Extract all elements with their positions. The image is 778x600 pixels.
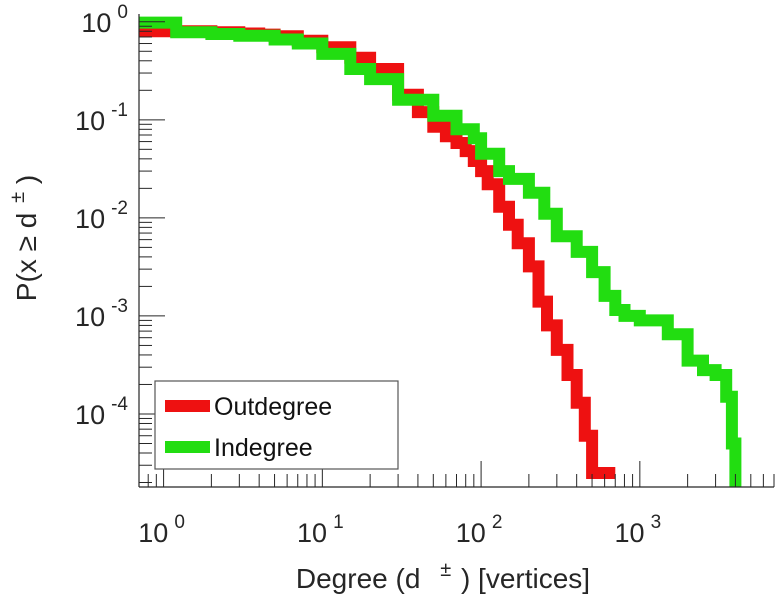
- series-layer: [139, 16, 742, 487]
- y-tick-label: 10 0: [81, 2, 128, 38]
- y-axis-title: P(x ≥ d ± ): [0, 175, 42, 301]
- y-tick-label: 10 -4: [75, 394, 128, 430]
- x-tick-label-base: 10: [456, 518, 486, 548]
- x-tick-label: 10 0: [138, 512, 185, 548]
- y-tick-label: 10 -3: [75, 296, 128, 332]
- x-axis-title-sup: ±: [440, 559, 451, 581]
- x-tick-label-base: 10: [615, 518, 645, 548]
- x-axis-title-rest: ) [vertices]: [461, 563, 590, 594]
- x-tick-label-exp: 0: [174, 512, 185, 533]
- x-axis-title: Degree (d ± ) [vertices]: [296, 551, 590, 594]
- y-tick-labels: 10 0 10 -1 10 -2 10 -3 10 -4: [75, 2, 128, 430]
- y-tick-label-exp: -1: [111, 100, 128, 121]
- y-tick-label-base: 10: [81, 8, 111, 38]
- x-tick-label-exp: 1: [333, 512, 344, 533]
- y-tick-label: 10 -1: [75, 100, 128, 136]
- y-tick-label-exp: -3: [111, 296, 128, 317]
- y-tick-label: 10 -2: [75, 198, 128, 234]
- y-tick-label-base: 10: [75, 400, 105, 430]
- y-tick-label-base: 10: [75, 204, 105, 234]
- y-tick-label-exp: 0: [117, 2, 128, 23]
- x-tick-label-exp: 2: [492, 512, 503, 533]
- y-axis-title-rest: ): [11, 175, 42, 184]
- x-tick-label: 10 2: [456, 512, 503, 548]
- legend-box: [154, 380, 399, 470]
- legend: Outdegree Indegree: [154, 380, 399, 470]
- x-tick-label: 10 1: [297, 512, 344, 548]
- y-tick-label-exp: -4: [111, 394, 128, 415]
- x-axis-title-base: Degree (d: [296, 563, 421, 594]
- y-tick-label-base: 10: [75, 302, 105, 332]
- series-line-indegree: [139, 16, 742, 487]
- x-tick-label-base: 10: [297, 518, 327, 548]
- legend-label-indegree: Indegree: [214, 434, 313, 462]
- x-tick-label-exp: 3: [651, 512, 662, 533]
- y-axis-title-sup: ±: [7, 192, 29, 203]
- y-axis-title-base: P(x ≥ d: [11, 213, 42, 302]
- x-tick-label: 10 3: [615, 512, 662, 548]
- y-tick-label-exp: -2: [111, 198, 128, 219]
- x-tick-labels: 10 0 10 1 10 2 10 3: [138, 512, 661, 548]
- ticks-layer: [138, 14, 775, 488]
- y-tick-label-base: 10: [75, 106, 105, 136]
- legend-label-outdegree: Outdegree: [214, 393, 332, 421]
- x-tick-label-base: 10: [138, 518, 168, 548]
